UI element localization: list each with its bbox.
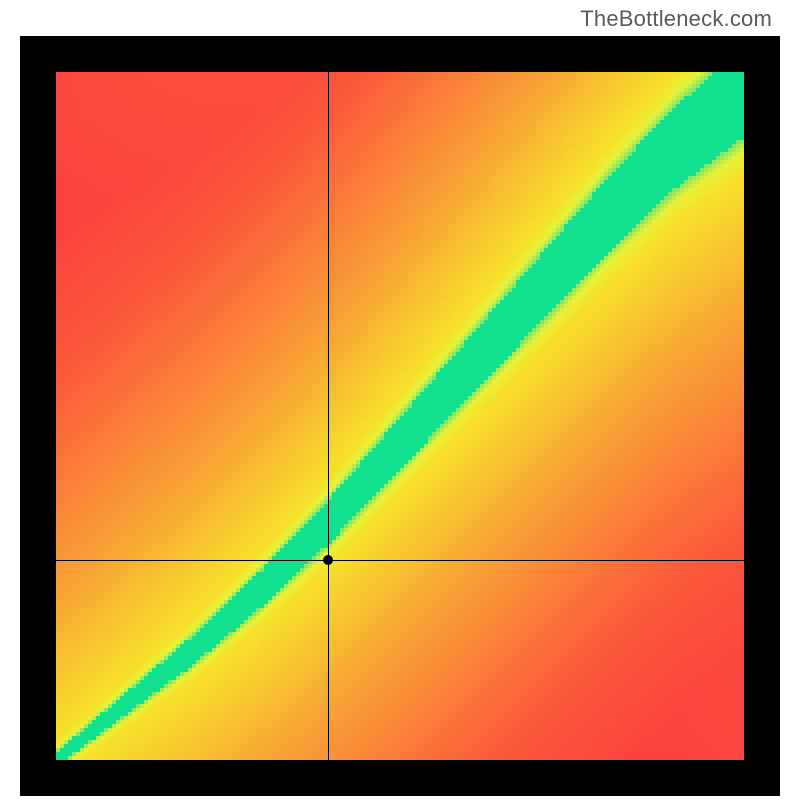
crosshair-vertical (328, 72, 329, 760)
heatmap-plot (56, 72, 744, 760)
chart-frame (20, 36, 780, 796)
crosshair-horizontal (56, 560, 744, 561)
attribution-text: TheBottleneck.com (580, 6, 772, 32)
heatmap-canvas (56, 72, 744, 760)
